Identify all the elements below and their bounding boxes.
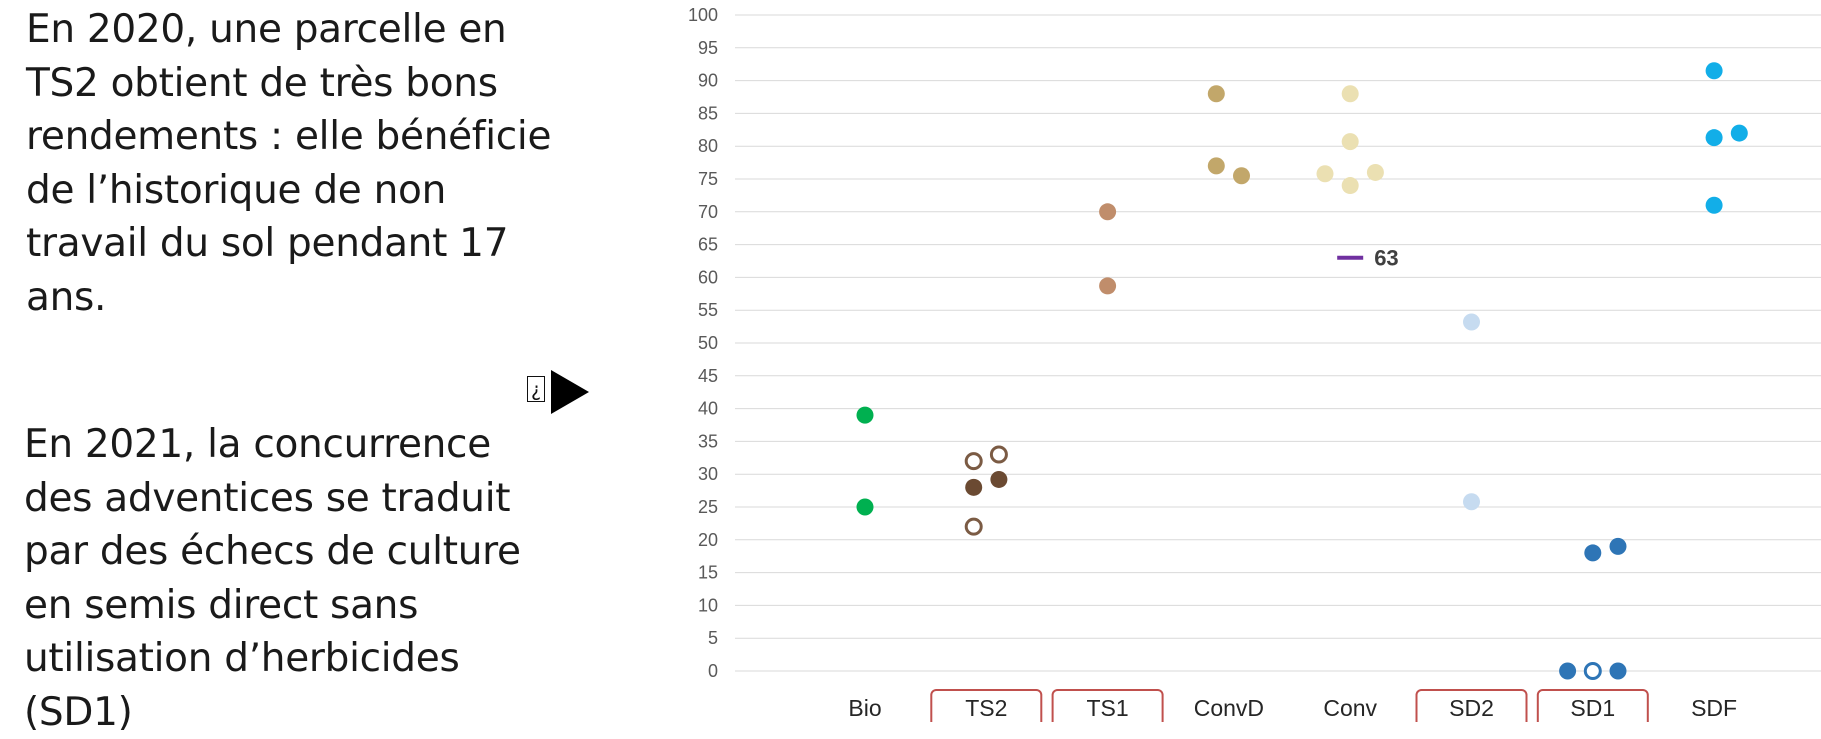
y-tick-label: 75 [698, 169, 718, 189]
paragraph-2021: En 2021, la concurrence des adventices s… [24, 422, 521, 735]
y-tick-label: 95 [698, 38, 718, 58]
data-point [965, 478, 983, 496]
data-point [1730, 124, 1748, 142]
data-point [1233, 167, 1250, 185]
y-tick-label: 30 [698, 464, 718, 484]
y-tick-label: 5 [708, 628, 718, 648]
data-point-hollow [1583, 662, 1602, 680]
y-tick-label: 65 [698, 235, 718, 255]
data-point [1341, 133, 1359, 151]
x-category-label: SD2 [1449, 695, 1494, 721]
x-category-label: ConvD [1194, 695, 1264, 721]
y-tick-label: 100 [688, 5, 718, 25]
y-tick-label: 55 [698, 300, 718, 320]
category-label-box [1051, 689, 1164, 722]
y-tick-label: 0 [708, 661, 718, 681]
data-point [1705, 129, 1723, 147]
data-point [1463, 313, 1480, 331]
data-point [1099, 277, 1117, 295]
y-tick-label: 90 [698, 71, 718, 91]
data-point [856, 498, 874, 516]
y-tick-label: 45 [698, 366, 718, 386]
y-tick-label: 85 [698, 103, 718, 123]
y-tick-label: 20 [698, 530, 718, 550]
data-point [1463, 493, 1480, 511]
data-point [1584, 544, 1602, 562]
data-point [990, 470, 1008, 488]
y-tick-label: 60 [698, 267, 718, 287]
y-tick-label: 35 [698, 431, 718, 451]
glyph-placeholder: ¿ [527, 376, 545, 402]
data-point [1099, 203, 1117, 221]
data-point [1609, 662, 1627, 680]
x-category-label: TS2 [965, 695, 1007, 721]
category-label-box [930, 689, 1043, 722]
data-point [1609, 537, 1627, 555]
arrow-marker: ¿ [527, 370, 589, 416]
x-category-label: SDF [1691, 695, 1737, 721]
y-tick-label: 25 [698, 497, 718, 517]
data-point [1207, 157, 1225, 175]
x-category-label: TS1 [1087, 695, 1129, 721]
data-point [1559, 662, 1577, 680]
data-point-hollow [989, 445, 1008, 464]
data-point-hollow [964, 517, 983, 536]
data-point [1705, 196, 1723, 214]
data-label: 63 [1374, 246, 1398, 271]
data-point [1366, 163, 1384, 181]
paragraph-2020: En 2020, une parcelle en TS2 obtient de … [26, 7, 552, 320]
y-tick-label: 80 [698, 136, 718, 156]
y-tick-label: 40 [698, 399, 718, 419]
y-tick-label: 10 [698, 595, 718, 615]
data-point [1207, 85, 1225, 103]
data-point [1341, 85, 1359, 103]
data-point [856, 406, 874, 424]
x-category-label: Bio [848, 695, 881, 721]
x-category-label: SD1 [1570, 695, 1615, 721]
category-label-box [1536, 689, 1649, 722]
data-point [1705, 62, 1723, 80]
y-tick-label: 15 [698, 563, 718, 583]
scatter-chart: 0 5 10 15 20 25 30 35 40 45 50 55 60 65 70 75 80 85 90 95 10… [688, 5, 1821, 722]
y-tick-label: 70 [698, 202, 718, 222]
data-point [1316, 165, 1334, 183]
right-arrow-icon [551, 370, 589, 414]
y-tick-label: 50 [698, 333, 718, 353]
x-category-label: Conv [1323, 695, 1377, 721]
data-point-hollow [964, 452, 983, 471]
category-label-box [1415, 689, 1528, 722]
data-point [1341, 177, 1359, 195]
